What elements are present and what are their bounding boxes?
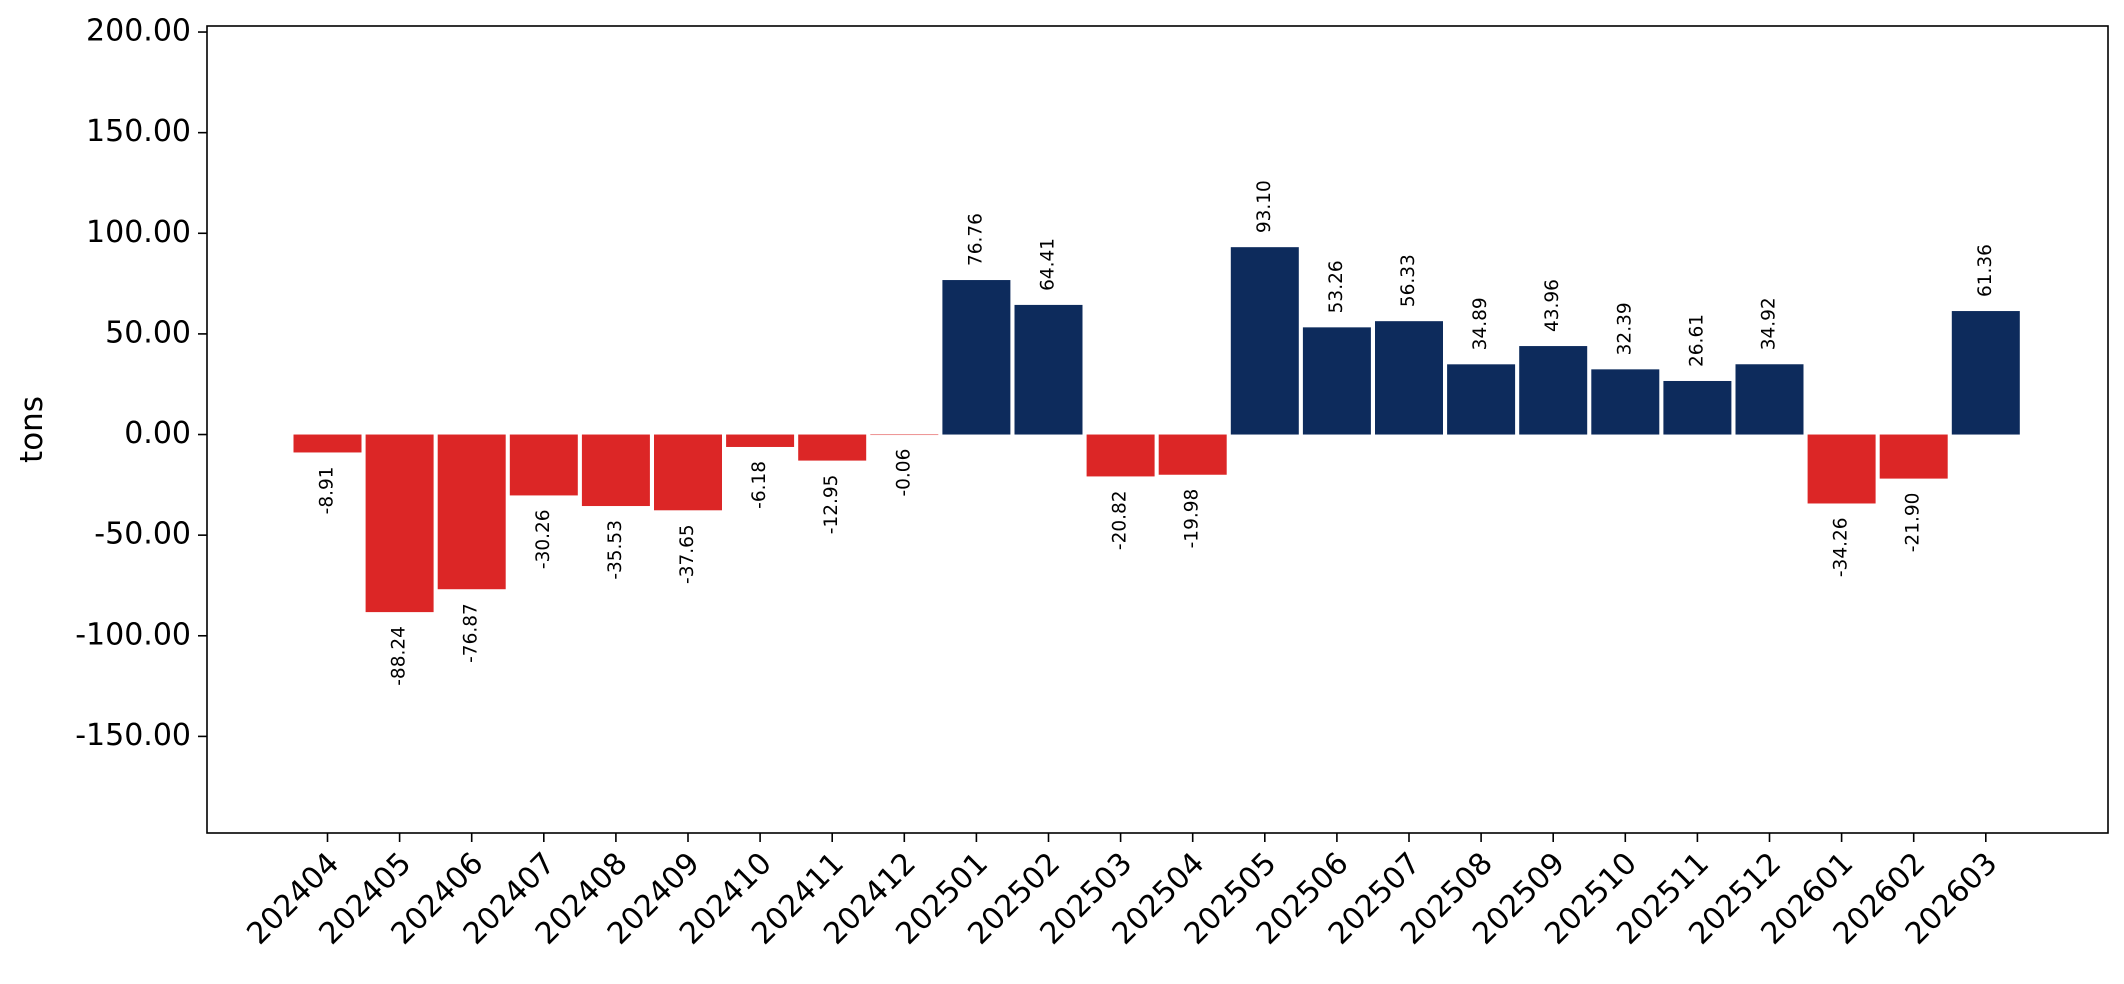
bar-202601	[1807, 434, 1876, 504]
bar-202404	[293, 434, 362, 453]
bar-202503	[1086, 434, 1155, 477]
bar-202411	[798, 434, 867, 461]
bar-202407	[509, 434, 578, 496]
data-label-202603: 61.36	[1975, 244, 1996, 297]
data-label-202405: -88.24	[389, 626, 410, 686]
data-label-202504: -19.98	[1182, 489, 1203, 549]
bar-202507	[1375, 321, 1443, 435]
bar-202512	[1735, 364, 1804, 435]
bar-202505	[1230, 247, 1299, 435]
data-label-202503: -20.82	[1110, 490, 1131, 550]
data-label-202409: -37.65	[677, 524, 698, 584]
y-tick-label: 50.00	[105, 315, 191, 350]
data-label-202505: 93.10	[1254, 180, 1275, 233]
data-label-202508: 34.89	[1470, 297, 1491, 350]
bar-202408	[581, 434, 650, 507]
data-label-202412: -0.06	[893, 449, 914, 497]
bar-202510	[1591, 369, 1660, 435]
bar-202410	[726, 434, 795, 447]
y-tick-label: 200.00	[86, 14, 191, 49]
y-tick-label: -150.00	[75, 718, 191, 753]
bar-202506	[1302, 327, 1371, 435]
bar-202406	[437, 434, 506, 590]
data-label-202506: 53.26	[1326, 260, 1347, 313]
y-tick-label: -50.00	[94, 517, 191, 552]
bar-202409	[654, 434, 722, 511]
data-label-202601: -34.26	[1831, 517, 1852, 577]
data-label-202407: -30.26	[533, 509, 554, 569]
bar-202502	[1014, 304, 1083, 435]
data-label-202509: 43.96	[1542, 279, 1563, 332]
plot-frame	[206, 25, 2109, 834]
data-label-202404: -8.91	[317, 466, 338, 514]
data-label-202511: 26.61	[1686, 314, 1707, 367]
bar-202501	[942, 280, 1011, 435]
bar-202412	[870, 434, 939, 436]
y-axis: -150.00 -100.00 -50.00 0.00 50.00 100.00 150.0…	[75, 14, 207, 753]
y-tick-label: 100.00	[86, 215, 191, 250]
y-tick-label: -100.00	[75, 617, 191, 652]
data-label-202501: 76.76	[965, 213, 986, 266]
data-label-202502: 64.41	[1038, 238, 1059, 291]
data-label-202512: 34.92	[1759, 297, 1780, 350]
bars-group	[293, 247, 2020, 613]
bar-202602	[1879, 434, 1948, 479]
data-label-202406: -76.87	[461, 603, 482, 663]
bar-202511	[1663, 380, 1732, 435]
data-label-202410: -6.18	[749, 461, 770, 509]
data-label-202411: -12.95	[821, 475, 842, 535]
data-label-202602: -21.90	[1903, 493, 1924, 553]
data-label-202408: -35.53	[605, 520, 626, 580]
y-tick-label: 0.00	[124, 416, 191, 451]
data-label-202510: 32.39	[1614, 302, 1635, 355]
bar-202509	[1519, 346, 1588, 435]
data-label-202507: 56.33	[1398, 254, 1419, 307]
y-tick-label: 150.00	[86, 114, 191, 149]
data-labels-group: -8.91 -88.24 -76.87 -30.26 -35.53 -37.65 -6.18…	[317, 180, 1996, 686]
bar-202603	[1951, 311, 2020, 435]
y-axis-label: tons	[14, 396, 50, 463]
bar-202504	[1158, 434, 1227, 475]
bar-202405	[365, 434, 434, 613]
bar-202508	[1447, 364, 1516, 435]
